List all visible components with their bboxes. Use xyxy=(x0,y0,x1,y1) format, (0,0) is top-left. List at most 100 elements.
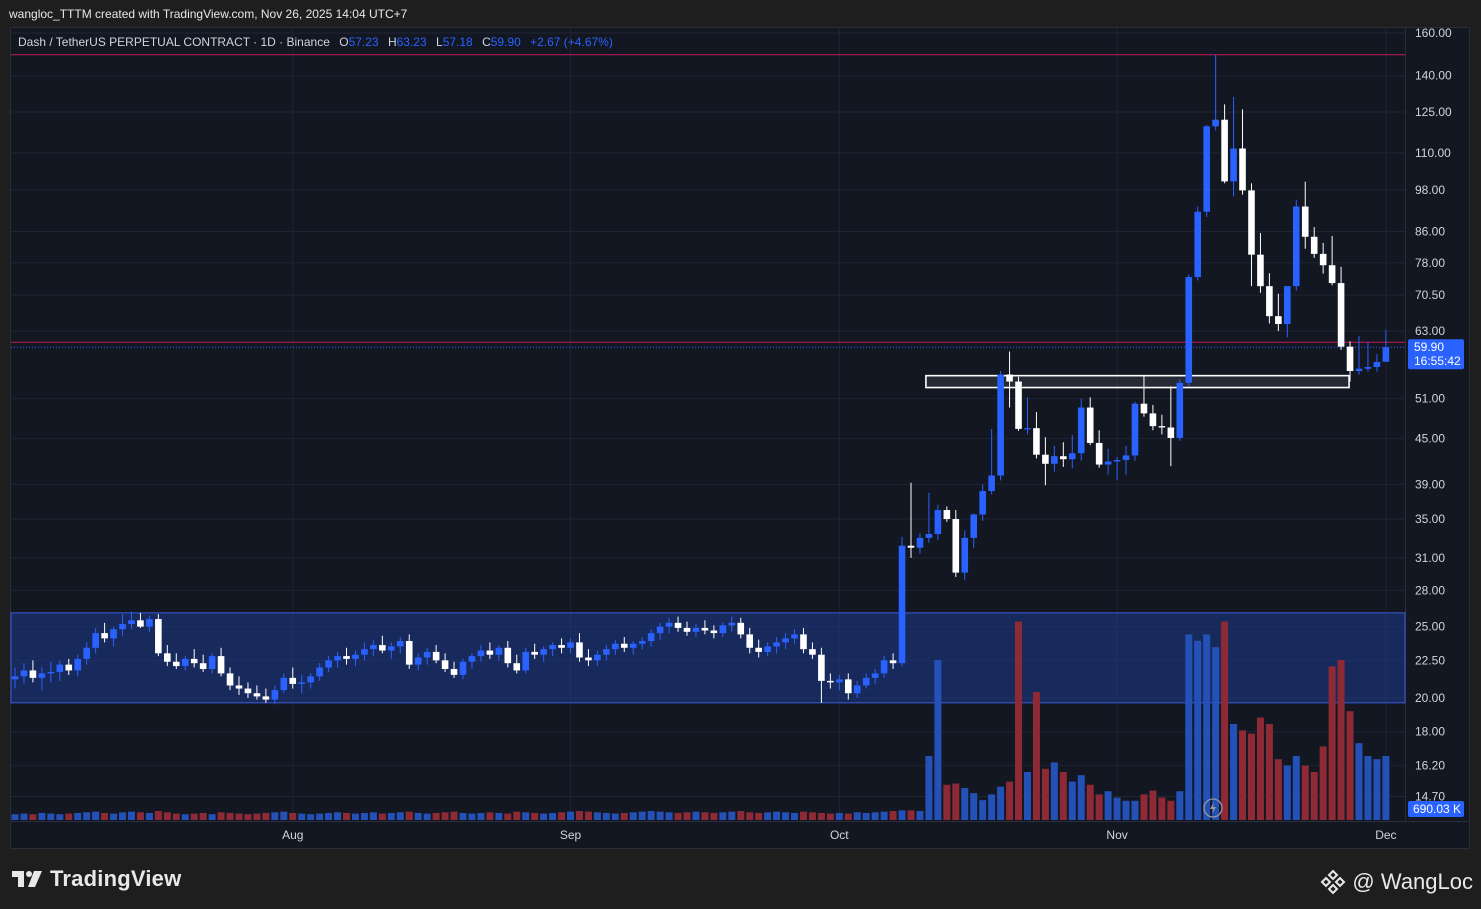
candle-body xyxy=(307,676,314,683)
volume-bar xyxy=(988,794,996,820)
volume-bar xyxy=(1041,768,1049,820)
candle-body xyxy=(1382,347,1390,362)
volume-bar xyxy=(1221,621,1229,820)
tradingview-logo: TradingView xyxy=(10,866,181,892)
candle-body xyxy=(853,685,861,694)
candle-body xyxy=(271,690,279,700)
volume-bar xyxy=(1265,724,1273,820)
candle-body xyxy=(253,693,261,697)
volume-bar xyxy=(1203,634,1211,820)
volume-bar xyxy=(862,812,870,820)
lightning-icon[interactable] xyxy=(1203,798,1223,818)
price-axis-label: 14.70 xyxy=(1415,789,1445,803)
volume-bar xyxy=(737,811,745,820)
candle-body xyxy=(594,654,601,661)
volume-bar xyxy=(638,811,646,820)
volume-bar xyxy=(334,812,342,820)
volume-bar xyxy=(611,813,619,820)
candle-body xyxy=(119,624,126,630)
candle-body xyxy=(567,642,574,648)
volume-bar xyxy=(1104,791,1112,820)
volume-bar xyxy=(226,812,234,820)
candle-body xyxy=(1346,346,1354,372)
volume-bar xyxy=(925,756,933,820)
price-axis-separator xyxy=(1405,28,1406,821)
candle-body xyxy=(441,660,449,669)
candle-body xyxy=(495,647,503,655)
candle-body xyxy=(612,643,619,650)
volume-bar xyxy=(683,812,691,820)
volume-bar xyxy=(396,812,404,820)
symbol-title[interactable]: Dash / TetherUS PERPETUAL CONTRACT · 1D … xyxy=(18,35,330,49)
volume-bar xyxy=(101,812,109,820)
candle-body xyxy=(1239,148,1246,191)
candle-body xyxy=(728,622,736,626)
volume-bar xyxy=(1149,790,1157,820)
price-axis-label: 63.00 xyxy=(1415,324,1445,338)
price-axis-label: 70.50 xyxy=(1415,288,1445,302)
candle-body xyxy=(486,650,494,655)
candle-body xyxy=(1077,407,1085,454)
binance-icon xyxy=(1321,869,1346,895)
volume-bar xyxy=(477,812,485,820)
volume-bar xyxy=(1194,640,1202,820)
volume-bar xyxy=(540,813,548,820)
time-axis-label: Nov xyxy=(1106,828,1127,842)
candle-body xyxy=(1042,454,1049,464)
close-label: C xyxy=(482,35,491,49)
volume-bar xyxy=(163,812,171,820)
price-axis-label: 22.50 xyxy=(1415,653,1445,667)
candle-body xyxy=(1176,382,1184,438)
candle-body xyxy=(1104,461,1112,465)
candle-body xyxy=(1131,403,1139,456)
volume-bar xyxy=(575,811,583,820)
volume-bar xyxy=(880,811,888,820)
candle-body xyxy=(988,475,995,492)
price-axis-label: 18.00 xyxy=(1415,725,1445,739)
candle-body xyxy=(1221,119,1228,182)
volume-bar xyxy=(1256,717,1264,820)
candle-body xyxy=(199,663,207,669)
volume-bar xyxy=(844,813,852,820)
candle-body xyxy=(74,658,82,671)
candle-body xyxy=(1095,442,1103,465)
volume-bar xyxy=(110,813,118,820)
candle-body xyxy=(65,664,73,671)
candle-body xyxy=(692,627,700,632)
volume-bar xyxy=(405,811,413,820)
candle-body xyxy=(110,629,117,639)
candle-body xyxy=(128,620,135,625)
candle-body xyxy=(280,677,288,691)
volume-bar xyxy=(495,812,503,820)
volume-bar xyxy=(647,811,655,820)
candle-body xyxy=(1167,427,1175,438)
tradingview-logo-icon xyxy=(12,871,42,887)
time-axis-label: Aug xyxy=(282,828,303,842)
volume-bar xyxy=(558,812,566,820)
volume-bar xyxy=(423,813,431,820)
volume-bar xyxy=(56,814,64,820)
volume-bar xyxy=(235,813,243,820)
volume-bar xyxy=(1167,800,1175,820)
candle-body xyxy=(943,510,951,520)
candle-body xyxy=(620,643,628,648)
volume-bar xyxy=(1131,800,1139,820)
volume-bar xyxy=(1337,660,1345,820)
volume-bar xyxy=(593,812,601,820)
candle-body xyxy=(1212,119,1219,127)
volume-badge-value: 690.03 K xyxy=(1413,802,1461,816)
volume-bar xyxy=(441,812,449,820)
symbol-legend[interactable]: Dash / TetherUS PERPETUAL CONTRACT · 1D … xyxy=(18,35,613,49)
volume-bar xyxy=(1212,647,1220,820)
volume-bar xyxy=(1274,759,1282,820)
candle-body xyxy=(226,673,234,686)
candle-body xyxy=(576,642,583,658)
candle-body xyxy=(755,647,762,652)
volume-bar xyxy=(907,810,915,820)
volume-bar xyxy=(190,813,198,820)
volume-bar xyxy=(835,812,843,820)
volume-bar xyxy=(378,813,386,820)
volume-bar xyxy=(979,800,987,820)
candle-body xyxy=(764,646,771,652)
